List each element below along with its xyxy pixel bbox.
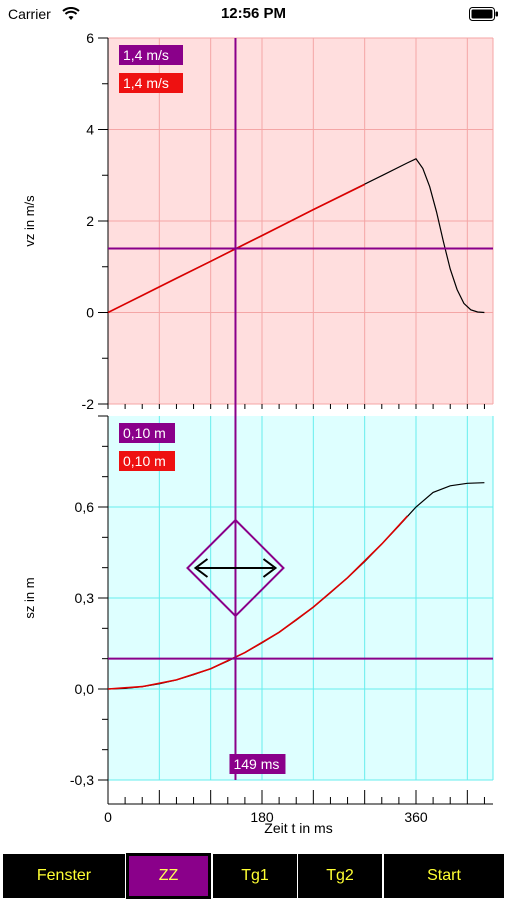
toolbar-button-start[interactable]: Start (384, 854, 504, 898)
vz-readout-cursor-bg (119, 45, 183, 65)
vz-readout-fit: 1,4 m/s (119, 73, 183, 93)
sz-readout-cursor: 0,10 m (119, 423, 175, 443)
x-tick-label: 360 (404, 809, 428, 825)
vz-y-tick-label: 6 (86, 30, 94, 46)
vz-y-tick-label: -2 (82, 396, 95, 412)
drag-handle-diamond[interactable] (186, 518, 285, 618)
time-readout-text: 149 ms (233, 756, 279, 772)
sz-y-tick-label: 0,3 (75, 590, 95, 606)
sz-y-tick-label: 0,6 (75, 499, 95, 515)
arrow-left-head (193, 558, 209, 578)
sz-readout-cursor-bg (119, 423, 175, 443)
vz-y-axis-label: vz in m/s (22, 195, 37, 247)
sz-readout-fit-text: 0,10 m (123, 453, 166, 469)
vz-readout-cursor: 1,4 m/s (119, 45, 183, 65)
wifi-icon (62, 7, 80, 26)
sz-readout-fit: 0,10 m (119, 451, 175, 471)
sz-y-tick-label: -0,3 (70, 772, 94, 788)
x-tick-label: 180 (250, 809, 274, 825)
x-tick-label: 0 (104, 809, 112, 825)
vz-y-tick-label: 0 (86, 305, 94, 321)
toolbar-button-zz[interactable]: ZZ (126, 853, 211, 899)
vz-readout-fit-bg (119, 73, 183, 93)
time-readout-bg (229, 754, 286, 774)
vz-readout-cursor-text: 1,4 m/s (123, 47, 169, 63)
status-bar: Carrier 12:56 PM (0, 0, 507, 30)
time-readout: 149 ms (229, 754, 286, 774)
x-axis-label: Zeit t in ms (264, 820, 332, 836)
vz-y-tick-label: 4 (86, 122, 94, 138)
toolbar-button-fenster[interactable]: Fenster (3, 854, 125, 898)
sz-readout-cursor-text: 0,10 m (123, 425, 166, 441)
toolbar-button-tg2[interactable]: Tg2 (298, 854, 382, 898)
arrow-right-head (262, 558, 278, 578)
battery-icon (469, 7, 499, 26)
drag-handle[interactable] (186, 518, 285, 618)
vz-y-tick-label: 2 (86, 213, 94, 229)
sz-readout-fit-bg (119, 451, 175, 471)
carrier-label: Carrier (8, 6, 51, 22)
clock-label: 12:56 PM (220, 5, 287, 22)
vz-readout-fit-text: 1,4 m/s (123, 75, 169, 91)
sz-y-axis-label: sz in m (22, 577, 37, 618)
toolbar-button-tg1[interactable]: Tg1 (213, 854, 297, 898)
plot-area[interactable]: 6 4 2 0 -2 0,6 0,3 0,0 -0,3 vz in m/s sz in m 0 180 3… (0, 0, 507, 852)
sz-y-tick-label: 0,0 (75, 681, 95, 697)
sz-fit-line (107, 515, 408, 690)
bottom-toolbar: Fenster ZZ Tg1 Tg2 Start (0, 852, 507, 900)
